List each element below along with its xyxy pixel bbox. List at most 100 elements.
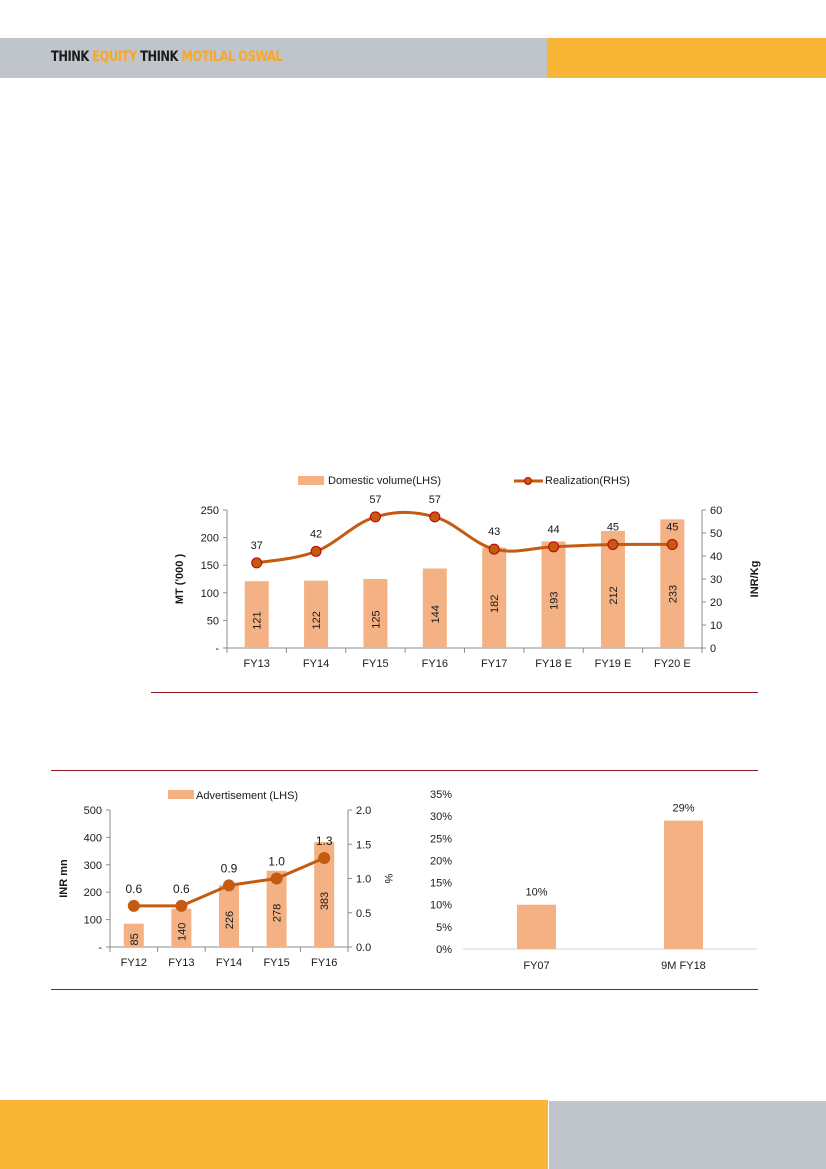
charts-top-rule: [51, 770, 758, 771]
header-accent-block: [547, 38, 826, 78]
x-tick-label: FY15: [263, 957, 289, 969]
y-tick-label: 30%: [430, 811, 452, 823]
line-marker: [318, 851, 331, 864]
brand-tagline: THINK EQUITY THINK MOTILAL OSWAL: [51, 49, 283, 65]
x-tick-label: FY14: [216, 957, 242, 969]
x-tick-label: FY17: [481, 658, 507, 670]
y-tick-label: 35%: [430, 789, 452, 801]
x-tick-label: FY19 E: [595, 658, 632, 670]
line-value-label: 43: [488, 526, 500, 538]
legend-line-marker: [524, 477, 532, 485]
line-value-label: 57: [369, 494, 381, 506]
y-tick-label: -: [98, 942, 102, 954]
y2-axis-title: %: [382, 874, 394, 884]
bar-value-label: 121: [252, 611, 264, 629]
legend-label: Advertisement (LHS): [196, 790, 298, 802]
y-tick-label: 5%: [436, 922, 452, 934]
line-marker: [270, 872, 283, 885]
footer-accent-block: [0, 1100, 548, 1169]
bar: [363, 579, 388, 648]
y2-tick-label: 0.0: [356, 942, 371, 954]
charts-bottom-rule: [51, 989, 758, 990]
x-tick-label: FY20 E: [654, 658, 691, 670]
line-value-label: 1.0: [268, 855, 285, 869]
chart1-bottom-rule: [151, 692, 758, 693]
y-tick-label: 150: [201, 560, 219, 572]
y2-tick-label: 1.5: [356, 839, 371, 851]
bar-value-label: 29%: [672, 803, 694, 815]
line-value-label: 0.6: [173, 882, 190, 896]
legend-label: Domestic volume(LHS): [328, 475, 441, 487]
line-marker: [369, 511, 381, 523]
y-tick-label: -: [215, 643, 219, 655]
y2-tick-label: 40: [710, 551, 722, 563]
y-tick-label: 15%: [430, 878, 452, 890]
line-marker: [666, 539, 678, 550]
x-tick-label: FY14: [303, 658, 329, 670]
y-tick-label: 50: [207, 615, 219, 627]
y-axis-title: INR mn: [58, 859, 70, 898]
bar-value-label: 233: [667, 585, 679, 603]
legend-bar-swatch: [298, 476, 324, 485]
line-value-label: 45: [666, 522, 678, 534]
bar: [664, 820, 703, 949]
series-line: [256, 510, 673, 565]
y2-tick-label: 50: [710, 528, 722, 540]
x-tick-label: 9M FY18: [661, 960, 706, 972]
y-tick-label: 100: [84, 915, 102, 927]
line-value-label: 37: [251, 540, 263, 552]
brand-word: THINK: [51, 49, 89, 65]
y-tick-label: 400: [84, 832, 102, 844]
line-value-label: 42: [310, 528, 322, 540]
bar-value-label: 140: [176, 923, 188, 941]
line-marker: [127, 899, 140, 912]
line-value-label: 1.3: [316, 834, 333, 848]
y-tick-label: 10%: [430, 900, 452, 912]
bar-value-label: 182: [489, 595, 501, 613]
bar: [600, 530, 625, 648]
bar-value-label: 278: [272, 904, 284, 922]
line-marker: [429, 511, 441, 523]
brand-word: MOTILAL OSWAL: [181, 49, 283, 65]
bar: [123, 923, 144, 947]
line-value-label: 0.6: [125, 882, 142, 896]
y2-tick-label: 0.5: [356, 908, 371, 920]
bar: [304, 580, 329, 648]
y2-tick-label: 2.0: [356, 805, 371, 817]
bar-value-label: 383: [319, 892, 331, 910]
bar-value-label: 144: [430, 605, 442, 623]
legend-label: Realization(RHS): [545, 475, 630, 487]
y-tick-label: 200: [84, 887, 102, 899]
y-tick-label: 300: [84, 860, 102, 872]
brand-word: EQUITY: [92, 49, 137, 65]
line-marker: [175, 899, 188, 912]
line-marker: [251, 557, 263, 569]
y2-tick-label: 10: [710, 620, 722, 632]
line-value-label: 57: [429, 494, 441, 506]
bar: [482, 547, 507, 648]
x-tick-label: FY16: [422, 658, 448, 670]
bar: [244, 581, 269, 648]
bar-value-label: 212: [608, 586, 620, 604]
x-tick-label: FY07: [523, 960, 549, 972]
y2-tick-label: 1.0: [356, 874, 371, 886]
y2-tick-label: 30: [710, 574, 722, 586]
line-value-label: 44: [547, 524, 559, 536]
x-tick-label: FY13: [168, 957, 194, 969]
bar-value-label: 10%: [525, 887, 547, 899]
y-tick-label: 100: [201, 588, 219, 600]
y2-tick-label: 60: [710, 505, 722, 517]
line-value-label: 45: [607, 522, 619, 534]
y-tick-label: 25%: [430, 833, 452, 845]
line-marker: [488, 543, 500, 555]
x-tick-label: FY15: [362, 658, 388, 670]
bar-value-label: 193: [549, 592, 561, 610]
bar-value-label: 85: [129, 933, 141, 945]
y-tick-label: 500: [84, 805, 102, 817]
y2-tick-label: 20: [710, 597, 722, 609]
y-tick-label: 250: [201, 505, 219, 517]
y2-tick-label: 0: [710, 643, 716, 655]
legend-bar-swatch: [168, 790, 194, 799]
